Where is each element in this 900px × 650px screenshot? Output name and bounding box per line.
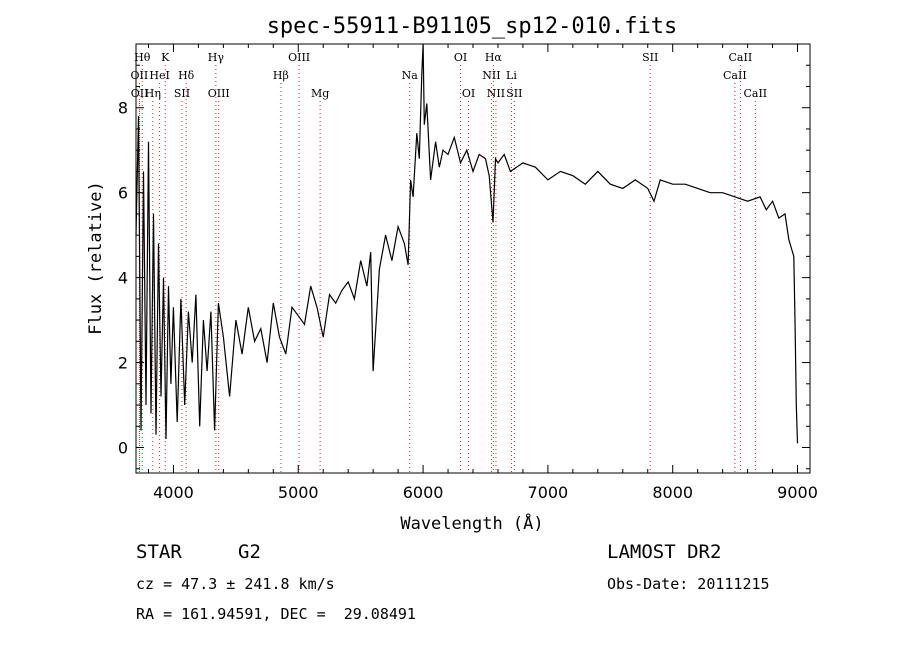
x-tick-label: 8000 (652, 483, 693, 502)
line-marker-label: SII (174, 87, 190, 100)
spectrum-line (135, 43, 799, 444)
line-marker-label: Hθ (134, 51, 151, 64)
line-marker-label: Hδ (178, 69, 195, 82)
line-marker-label: SII (642, 51, 658, 64)
chart-title: spec-55911-B91105_sp12-010.fits (267, 14, 678, 39)
line-marker-label: OIII (208, 87, 230, 100)
x-axis-label: Wavelength (Å) (400, 512, 543, 534)
line-marker-label: OI (454, 51, 467, 64)
line-marker-label: Mg (311, 87, 329, 100)
line-marker-label: SII (506, 87, 522, 100)
line-marker-label: CaII (743, 87, 767, 100)
redshift-value: cz = 47.3 ± 241.8 km/s (136, 575, 335, 593)
line-marker-label: OIII (288, 51, 310, 64)
x-tick-label: 6000 (403, 483, 444, 502)
line-marker-label: Na (402, 69, 419, 82)
obs-date: Obs-Date: 20111215 (607, 575, 770, 593)
line-marker-label: NII (487, 87, 505, 100)
y-axis-label: Flux (relative) (86, 181, 106, 335)
line-marker-label: Hα (485, 51, 503, 64)
x-tick-label: 5000 (278, 483, 319, 502)
line-marker-label: K (161, 51, 170, 64)
x-tick-label: 7000 (528, 483, 569, 502)
survey-name: LAMOST DR2 (607, 541, 722, 563)
x-tick-label: 4000 (153, 483, 194, 502)
line-marker-label: Li (506, 69, 517, 82)
y-tick-label: 6 (118, 184, 128, 203)
line-marker-label: NII (482, 69, 500, 82)
subclass: G2 (238, 541, 261, 563)
line-marker-label: CaII (729, 51, 753, 64)
line-marker-label: HeI (149, 69, 169, 82)
line-marker-label: OII (131, 87, 149, 100)
object-class: STAR (136, 541, 182, 563)
y-tick-label: 2 (118, 354, 128, 373)
line-marker-label: Hη (145, 87, 161, 100)
coordinates: RA = 161.94591, DEC = 29.08491 (136, 605, 416, 623)
line-marker-label: OII (131, 69, 149, 82)
line-marker-label: Hβ (273, 69, 289, 82)
y-tick-label: 4 (118, 269, 128, 288)
line-marker-label: OI (462, 87, 475, 100)
line-marker-label: Hγ (208, 51, 225, 64)
axis-ticks: 4000 5000 6000 7000 8000 9000 0 2 4 6 8 (118, 43, 818, 502)
line-marker-label: CaII (723, 69, 747, 82)
plot-frame (135, 43, 811, 474)
y-tick-label: 0 (118, 439, 128, 458)
y-tick-label: 8 (118, 99, 128, 118)
x-tick-label: 9000 (777, 483, 818, 502)
